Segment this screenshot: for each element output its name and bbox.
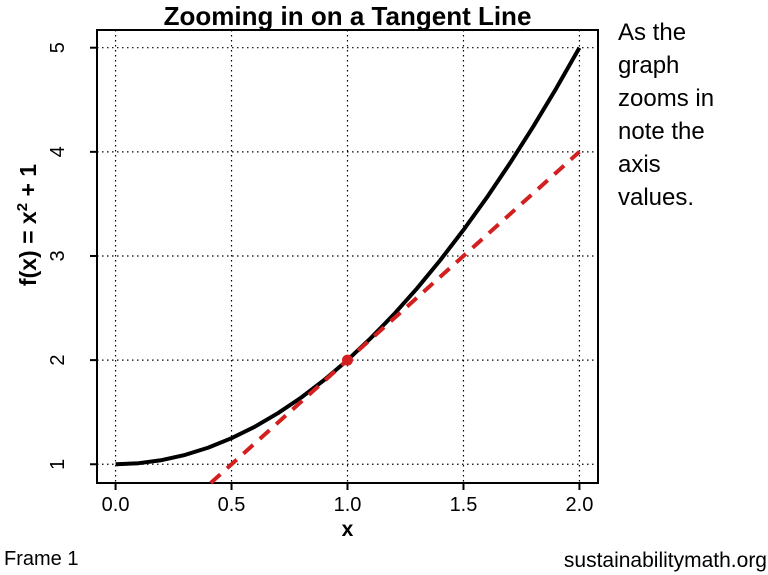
- x-tick-label: 2.0: [566, 494, 594, 516]
- x-tick-label: 0.5: [218, 494, 246, 516]
- x-tick-label: 1.0: [334, 494, 362, 516]
- x-tick-label: 0.0: [102, 494, 130, 516]
- y-tick-label: 4: [47, 146, 69, 157]
- tangent-line: [209, 150, 581, 485]
- tangent-point: [342, 354, 353, 366]
- chart-title: Zooming in on a Tangent Line: [163, 1, 532, 31]
- y-axis-label-suffix: + 1: [14, 163, 41, 203]
- y-tick-label: 2: [47, 355, 69, 366]
- y-tick-label: 3: [47, 250, 69, 261]
- y-axis-label-superscript: 2: [14, 202, 32, 212]
- frame-label: Frame 1: [4, 548, 79, 570]
- y-axis-label: f(x) = x2 + 1: [14, 164, 42, 286]
- watermark: sustainabilitymath.org: [563, 549, 767, 572]
- y-tick-label: 5: [47, 42, 69, 53]
- x-tick-label: 1.5: [450, 494, 478, 516]
- x-axis-label: x: [341, 518, 354, 541]
- y-tick-label: 1: [47, 459, 69, 470]
- side-note: As the graph zooms in note the axis valu…: [618, 19, 715, 211]
- y-axis-label-prefix: f(x) = x: [14, 211, 41, 287]
